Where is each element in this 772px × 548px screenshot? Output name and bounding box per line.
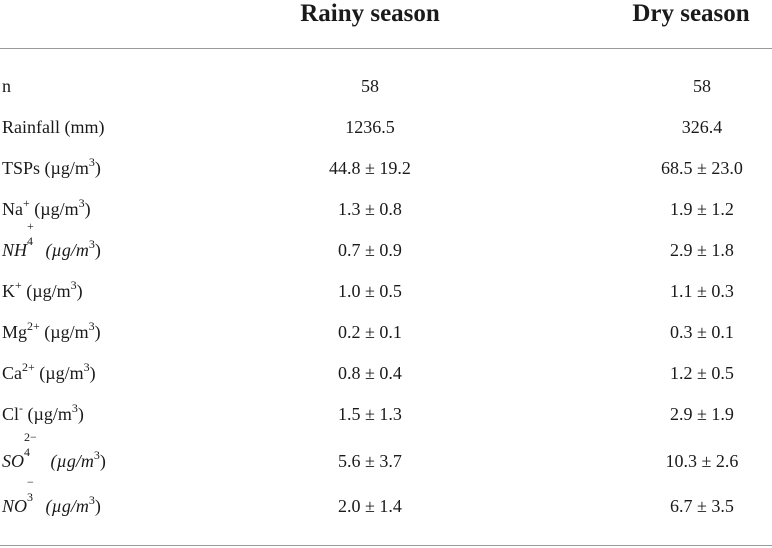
rainy-value: 0.7 ± 0.9 [338, 240, 402, 260]
row-label: SO 2− 4 (µg/m3) [2, 430, 106, 471]
rainy-value: 58 [361, 76, 379, 96]
table-row: Cl- (µg/m3) 1.5 ± 1.3 2.9 ± 1.9 [0, 394, 772, 435]
dry-value: 10.3 ± 2.6 [665, 451, 739, 471]
row-label: K+ (µg/m3) [2, 278, 83, 301]
table-row: K+ (µg/m3) 1.0 ± 0.5 1.1 ± 0.3 [0, 271, 772, 312]
dry-value: 2.9 ± 1.8 [670, 240, 734, 260]
table-row: Rainfall (mm) 1236.5 326.4 [0, 107, 772, 148]
rainy-value: 0.2 ± 0.1 [338, 322, 402, 342]
row-label: NH +4 (µg/m3) [2, 219, 101, 260]
rainy-value: 1236.5 [345, 117, 395, 137]
row-label: Cl- (µg/m3) [2, 401, 84, 424]
row-label: n [2, 76, 11, 96]
ion-charge: 2− 4 [24, 430, 37, 459]
table-row: n 58 58 [0, 66, 772, 107]
row-label: Mg2+ (µg/m3) [2, 319, 101, 342]
row-label: TSPs (µg/m3) [2, 155, 101, 178]
row-label: Na+ (µg/m3) [2, 196, 91, 219]
ion-charge: +4 [27, 219, 34, 248]
ion-charge: −3 [27, 475, 34, 504]
dry-value: 1.2 ± 0.5 [670, 363, 734, 383]
table-row: NO −3 (µg/m3) 2.0 ± 1.4 6.7 ± 3.5 [0, 475, 772, 527]
dry-value: 1.1 ± 0.3 [670, 281, 734, 301]
table-row: Na+ (µg/m3) 1.3 ± 0.8 1.9 ± 1.2 [0, 189, 772, 230]
header-rainy-season: Rainy season [300, 0, 440, 27]
row-label: NO −3 (µg/m3) [2, 475, 101, 516]
table-row: Ca2+ (µg/m3) 0.8 ± 0.4 1.2 ± 0.5 [0, 353, 772, 394]
table-row: SO 2− 4 (µg/m3) 5.6 ± 3.7 10.3 ± 2.6 [0, 430, 772, 482]
dry-value: 326.4 [681, 117, 723, 137]
rainy-value: 5.6 ± 3.7 [338, 451, 402, 471]
table-row: Mg2+ (µg/m3) 0.2 ± 0.1 0.3 ± 0.1 [0, 312, 772, 353]
rainy-value: 2.0 ± 1.4 [338, 496, 402, 516]
table-row: TSPs (µg/m3) 44.8 ± 19.2 68.5 ± 23.0 [0, 148, 772, 189]
dry-value: 2.9 ± 1.9 [670, 404, 734, 424]
rainy-value: 1.3 ± 0.8 [338, 199, 402, 219]
rainy-value: 44.8 ± 19.2 [329, 158, 411, 178]
rainy-value: 0.8 ± 0.4 [338, 363, 402, 383]
row-label: Rainfall (mm) [2, 117, 105, 137]
dry-value: 0.3 ± 0.1 [670, 322, 734, 342]
header-dry-season: Dry season [632, 0, 750, 27]
dry-value: 58 [693, 76, 711, 96]
table-bottom-rule [0, 545, 772, 546]
dry-value: 6.7 ± 3.5 [670, 496, 734, 516]
dry-value: 68.5 ± 23.0 [661, 158, 743, 178]
rainy-value: 1.5 ± 1.3 [338, 404, 402, 424]
table-header: Rainy season Dry season [0, 0, 772, 48]
row-label: Ca2+ (µg/m3) [2, 360, 96, 383]
rainy-value: 1.0 ± 0.5 [338, 281, 402, 301]
header-divider [0, 48, 772, 49]
dry-value: 1.9 ± 1.2 [670, 199, 734, 219]
table-row: NH +4 (µg/m3) 0.7 ± 0.9 2.9 ± 1.8 [0, 219, 772, 271]
